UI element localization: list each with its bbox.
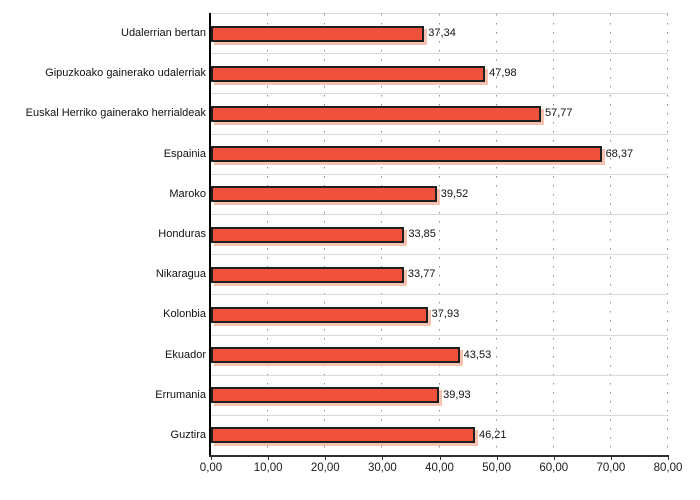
category-axis-labels: Udalerrian bertan Gipuzkoako gainerako ud… xyxy=(0,13,206,455)
bar xyxy=(211,25,425,42)
bar-value-label: 43,53 xyxy=(463,348,492,361)
bar-row: 46,21 xyxy=(211,416,668,455)
bar-value-label: 68,37 xyxy=(605,147,634,160)
tick-label: 10,00 xyxy=(253,462,283,474)
bar-row: 57,77 xyxy=(211,94,668,135)
tick-label: 70,00 xyxy=(596,462,626,474)
tick-label: 0,00 xyxy=(199,462,223,474)
bar-value-label: 37,93 xyxy=(431,308,460,321)
bar-value-label: 47,98 xyxy=(489,67,517,80)
gridline xyxy=(438,14,440,455)
tick-label: 20,00 xyxy=(310,462,340,474)
gridline xyxy=(552,14,554,455)
tick-label: 80,00 xyxy=(653,462,683,474)
tick-mark xyxy=(325,457,327,460)
bar xyxy=(211,306,428,323)
bar-row: 39,93 xyxy=(211,376,668,416)
category-label: Espainia xyxy=(163,147,206,160)
category-label: Nikaragua xyxy=(155,268,206,281)
category-label: Kolonbia xyxy=(163,308,206,321)
tick-mark xyxy=(382,457,384,460)
tick-mark xyxy=(211,457,212,460)
bar xyxy=(211,105,541,122)
gridline xyxy=(609,14,611,455)
value-axis-ticks: 0,00 10,00 20,00 30,00 40,00 50,00 60,00 70,00 8… xyxy=(200,457,682,481)
category-label: Gipuzkoako gainerako udalerriak xyxy=(45,67,206,80)
bar-value-label: 37,34 xyxy=(428,27,456,40)
tick-label: 30,00 xyxy=(367,462,397,474)
gridline xyxy=(495,14,497,455)
tick-mark xyxy=(553,457,555,460)
tick-mark xyxy=(610,457,612,460)
bar xyxy=(211,226,405,243)
bar xyxy=(211,146,602,163)
bar-value-label: 57,77 xyxy=(545,107,573,120)
category-label: Euskal Herriko gainerako herrialdeak xyxy=(25,107,206,120)
bar-rows: 37,34 47,98 57,77 68,37 39,52 33,85 33,77 37,93… xyxy=(211,14,668,455)
tick-mark xyxy=(668,457,669,460)
bar-value-label: 46,21 xyxy=(478,428,507,441)
tick-label: 60,00 xyxy=(539,462,569,474)
bar-row: 43,53 xyxy=(211,336,668,376)
tick-mark xyxy=(439,457,441,460)
bar-row: 68,37 xyxy=(211,135,668,175)
bar-row: 33,85 xyxy=(211,215,668,256)
plot-area: 37,34 47,98 57,77 68,37 39,52 33,85 33,77 37,93… xyxy=(211,13,668,455)
bar xyxy=(211,186,437,203)
bar-row: 47,98 xyxy=(211,54,668,95)
bar xyxy=(211,427,475,444)
category-label: Errumania xyxy=(155,388,206,401)
tick-mark xyxy=(268,457,270,460)
tick-label: 40,00 xyxy=(425,462,454,474)
category-label: Guztira xyxy=(170,428,206,441)
bar xyxy=(211,387,440,404)
bar-row: 37,93 xyxy=(211,295,668,336)
bar-value-label: 33,85 xyxy=(408,228,436,241)
bar-row: 39,52 xyxy=(211,175,668,215)
bar xyxy=(211,65,486,82)
category-label: Maroko xyxy=(169,187,206,200)
gridline xyxy=(667,14,668,455)
tick-mark xyxy=(496,457,498,460)
value-axis-line xyxy=(209,455,669,457)
bar-value-label: 39,93 xyxy=(443,388,471,401)
category-label: Ekuador xyxy=(165,348,206,361)
category-label: Honduras xyxy=(158,228,206,241)
bar-row: 33,77 xyxy=(211,255,668,296)
bar-row: 37,34 xyxy=(211,14,668,55)
category-axis-line xyxy=(209,13,211,457)
bar-value-label: 33,77 xyxy=(407,268,436,281)
bar-value-label: 39,52 xyxy=(440,187,469,200)
category-label: Udalerrian bertan xyxy=(121,27,206,40)
bar xyxy=(211,347,460,364)
tick-label: 50,00 xyxy=(482,462,512,474)
bar xyxy=(211,266,404,283)
